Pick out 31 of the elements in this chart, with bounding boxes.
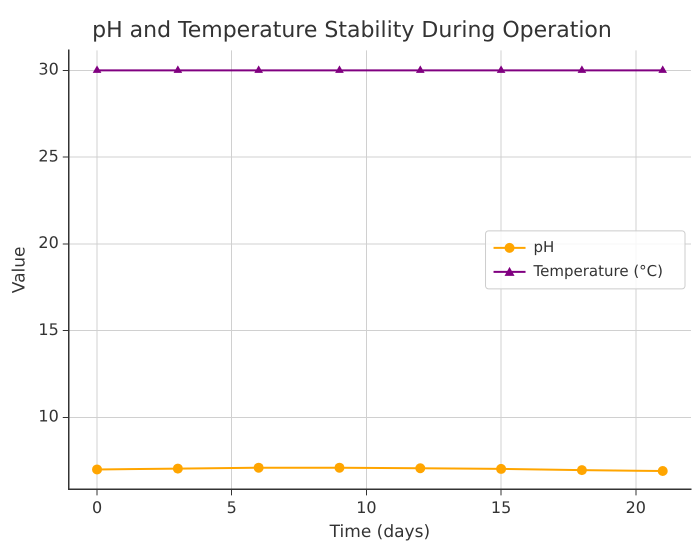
x-tick-label: 0 xyxy=(92,498,102,518)
y-axis-title: Value xyxy=(10,246,30,294)
y-tick-label: 10 xyxy=(38,406,59,426)
point xyxy=(335,65,344,73)
y-tick-label: 30 xyxy=(38,60,59,79)
y-tick-label: 25 xyxy=(38,146,59,166)
y-tick-label: 15 xyxy=(38,320,59,339)
point xyxy=(578,65,586,73)
point xyxy=(254,65,263,73)
point xyxy=(92,464,102,474)
y-tick-label: 20 xyxy=(38,233,59,252)
point xyxy=(92,65,102,73)
chart-title: pH and Temperature Stability During Operation xyxy=(92,18,612,43)
x-axis-title: Time (days) xyxy=(328,522,430,542)
point xyxy=(415,463,426,474)
x-tick-label: 10 xyxy=(356,498,377,518)
legend-label: pH xyxy=(534,238,554,256)
legend-label: Temperature (°C) xyxy=(532,262,664,280)
point xyxy=(576,465,587,476)
point xyxy=(658,65,668,73)
point xyxy=(334,462,344,473)
point xyxy=(254,462,264,473)
point xyxy=(174,65,182,73)
x-tick-label: 15 xyxy=(490,498,512,518)
x-tick-label: 20 xyxy=(626,498,646,518)
point xyxy=(172,464,183,474)
point xyxy=(658,466,668,476)
point xyxy=(496,464,506,474)
x-tick-label: 5 xyxy=(226,498,237,518)
point xyxy=(416,65,425,73)
point xyxy=(496,65,506,73)
